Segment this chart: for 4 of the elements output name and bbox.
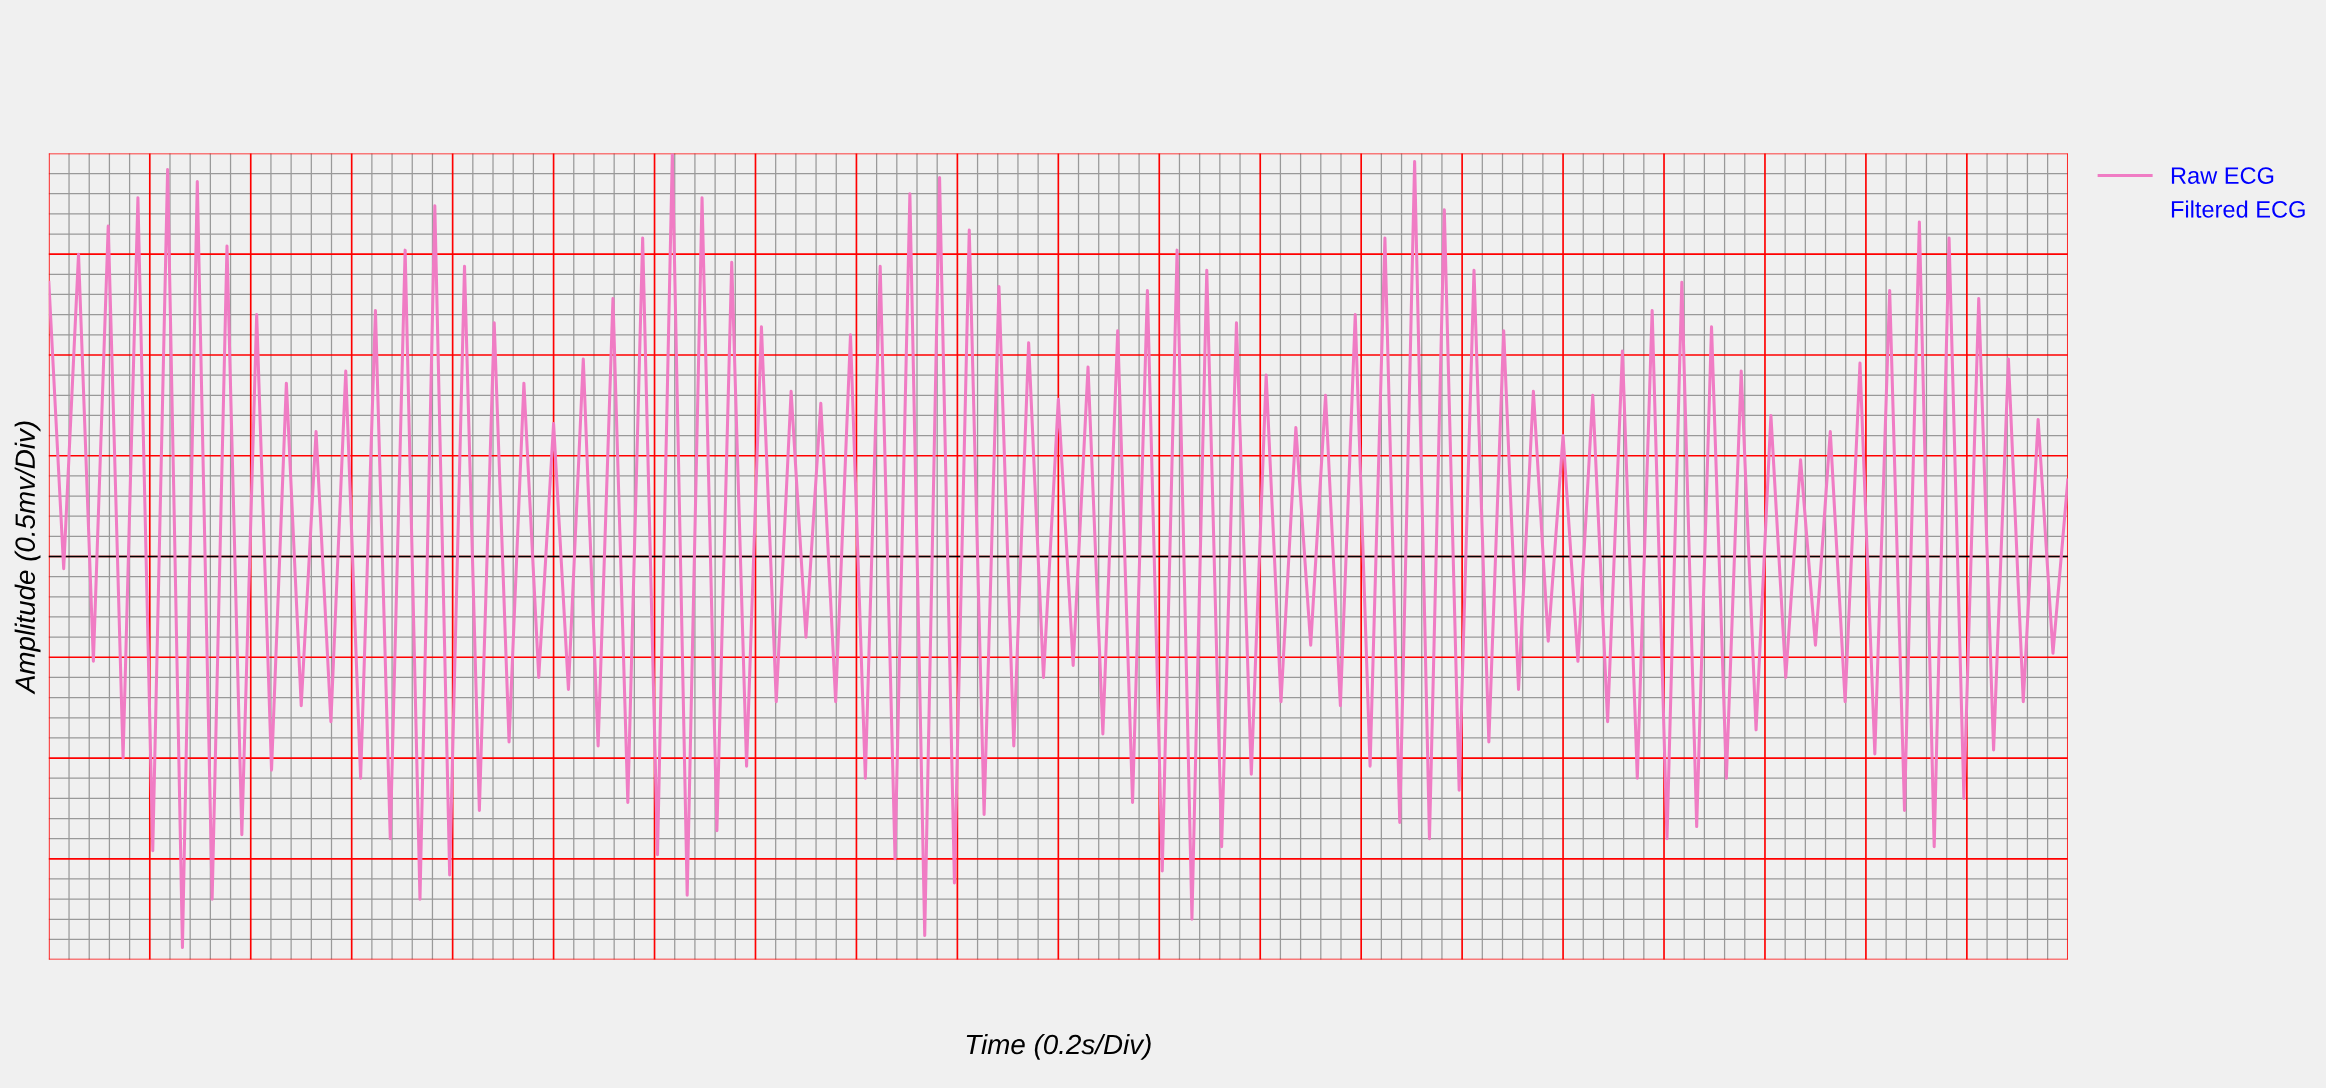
legend-label: Raw ECG — [2171, 167, 2274, 184]
y-axis-title: Amplitude (0.5mv/Div) — [14, 421, 41, 695]
text: Filtered ECG — [2171, 200, 2305, 218]
x-axis-title: Time (0.2s/Div) — [966, 1033, 1151, 1060]
